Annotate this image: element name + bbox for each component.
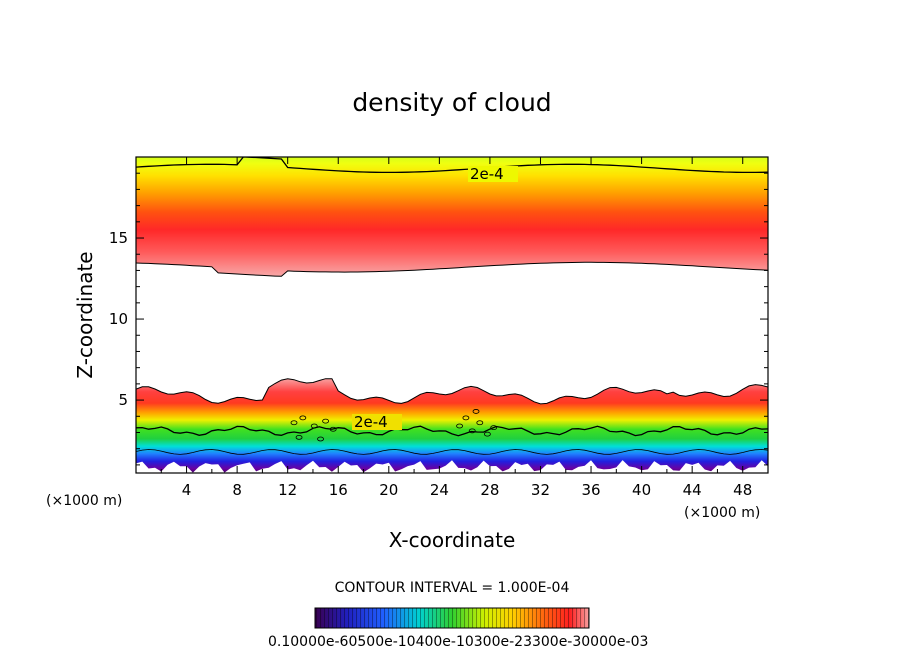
- x-tick-label: 36: [581, 481, 600, 499]
- x-axis-label: X-coordinate: [389, 528, 516, 552]
- contour-speckle: [317, 436, 324, 442]
- contour-speckle: [462, 415, 470, 421]
- x-tick-label: 4: [182, 481, 192, 499]
- x-tick-label: 24: [430, 481, 449, 499]
- contour-speckle: [490, 425, 498, 431]
- contour-line-lower-top: [136, 378, 768, 405]
- x-tick-label: 44: [683, 481, 702, 499]
- x-tick-label: 16: [329, 481, 348, 499]
- y-tick-label: 5: [118, 391, 128, 409]
- x-tick-label: 20: [379, 481, 398, 499]
- x-tick-label: 32: [531, 481, 550, 499]
- contour-line-upper-top: [136, 157, 768, 174]
- x-unit-left: (×1000 m): [46, 493, 122, 509]
- contour-label-lower: 2e-4: [354, 413, 388, 431]
- contour-line-lower-blue: [136, 449, 768, 455]
- x-tick-label: 48: [733, 481, 752, 499]
- contour-speckle: [290, 420, 298, 426]
- colorbar-tick-labels: 0.10000e-60500e-10400e-10300e-23300e-300…: [268, 634, 648, 650]
- contour-speckle: [472, 409, 480, 414]
- y-tick-label: 10: [109, 310, 128, 328]
- contour-speckle: [476, 420, 484, 426]
- contour-interval-label: CONTOUR INTERVAL = 1.000E-04: [335, 580, 570, 596]
- contour-speckle: [310, 423, 318, 429]
- plot-frame: [135, 156, 769, 474]
- chart-title: density of cloud: [352, 88, 551, 117]
- x-tick-label: 8: [232, 481, 242, 499]
- lower-cloud-band: [136, 378, 768, 473]
- colorbar-frame: [314, 607, 590, 629]
- y-tick-label: 15: [109, 229, 128, 247]
- x-tick-label: 28: [480, 481, 499, 499]
- contour-speckles: [290, 409, 498, 442]
- contour-speckle: [483, 431, 491, 437]
- x-tick-label: 40: [632, 481, 651, 499]
- contour-speckle: [299, 415, 307, 421]
- y-axis: 5 10 15: [109, 172, 768, 466]
- contour-label-upper: 2e-4: [470, 165, 504, 183]
- contour-speckle: [329, 426, 337, 432]
- contour-speckle: [456, 423, 463, 429]
- y-axis-label: Z-coordinate: [73, 251, 97, 378]
- contour-line-lower-mid: [136, 425, 768, 437]
- x-axis: 4 8 12 16 20 24 28 32 36 40 44 48: [160, 157, 752, 499]
- plot-area: 2e-4 2e-4: [136, 157, 768, 473]
- contour-line-upper-bottom: [136, 261, 768, 277]
- x-unit-right: (×1000 m): [684, 505, 760, 521]
- upper-cloud-band: [136, 157, 768, 277]
- colorbar-stripes: [315, 608, 589, 628]
- contour-speckle: [295, 434, 303, 440]
- x-tick-label: 12: [278, 481, 297, 499]
- contour-label-bg-upper: [468, 166, 518, 182]
- contour-label-bg-lower: [352, 414, 402, 430]
- contour-speckle: [322, 418, 330, 424]
- contour-speckle: [468, 428, 476, 434]
